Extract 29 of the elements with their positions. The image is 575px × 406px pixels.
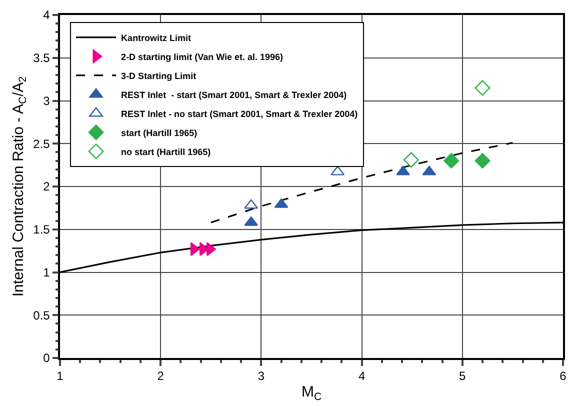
- legend-label: start (Hartill 1965): [121, 128, 198, 138]
- legend-label: 3-D Starting Limit: [121, 70, 196, 81]
- y-tick-label: 0.5: [33, 308, 50, 322]
- y-tick-label: 2.5: [33, 136, 50, 151]
- point: [474, 80, 490, 96]
- legend-label: REST Inlet - no start (Smart 2001, Smart & Trexler 2004): [121, 108, 358, 119]
- y-tick-label: 3: [43, 94, 50, 108]
- x-tick-label: 5: [459, 369, 466, 384]
- y-tick-label: 1: [43, 265, 50, 280]
- x-tick-label: 6: [560, 369, 567, 384]
- legend-label: no start (Hartill 1965): [121, 146, 211, 157]
- y-tick-label: 3.5: [33, 51, 50, 66]
- point: [396, 166, 410, 176]
- y-tick-label: 0: [43, 351, 50, 366]
- point: [403, 152, 419, 168]
- x-tick-label: 4: [358, 369, 366, 384]
- point: [474, 153, 490, 169]
- legend-label: REST Inlet - start (Smart 2001, Smart & Trexler 2004): [121, 90, 347, 100]
- y-tick-label: 4: [43, 8, 50, 22]
- x-axis-title: M$_{C}$: [301, 384, 322, 403]
- y-tick-label: 2: [43, 180, 50, 194]
- y-tick-label: 1.5: [33, 222, 50, 237]
- x-tick-label: 1: [56, 369, 64, 384]
- x-tick-label: 2: [157, 369, 164, 384]
- point: [444, 153, 460, 169]
- line-series: [210, 142, 514, 224]
- x-tick-label: 3: [258, 369, 265, 384]
- legend-label: Kantrowitz Limit: [121, 32, 192, 43]
- legend-label: 2-D starting limit (Van Wie et. al. 1996): [121, 52, 284, 62]
